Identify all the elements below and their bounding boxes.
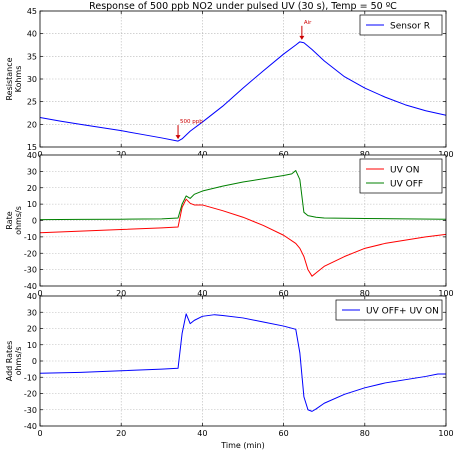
series-line-uv-off — [39, 170, 447, 221]
x-tick-label: 80 — [360, 429, 370, 438]
legend-box — [359, 14, 443, 36]
panel-2: 0 20 40 60 80 100 -40 -30 -20 -10 0 10 20 30 40 Rate ohm… — [5, 151, 454, 298]
y-tick-label: 30 — [27, 75, 37, 84]
x-axis-label: Time (min) — [220, 441, 264, 450]
legend-label: UV OFF — [390, 180, 423, 190]
legend-label: Sensor R — [390, 22, 430, 32]
panel-1: 0 20 40 60 80 100 15 20 25 30 35 40 45 Resistance Kohm… — [5, 1, 454, 159]
legend-label: UV ON — [390, 166, 419, 176]
chart-title: Response of 500 ppb NO2 under pulsed UV … — [89, 1, 397, 12]
y-tick-label: -20 — [24, 249, 37, 258]
y-axis-label: Rate — [5, 211, 14, 229]
legend-box — [359, 158, 443, 194]
y-axis-label: Add Rates — [5, 341, 14, 382]
x-tick-label: 100 — [438, 289, 453, 298]
x-tick-label: 40 — [197, 150, 207, 159]
y-tick-label: 0 — [32, 217, 37, 226]
x-tick-label: 60 — [279, 429, 289, 438]
y-tick-label: -40 — [24, 422, 37, 431]
y-tick-label: -20 — [24, 390, 37, 399]
y-tick-label: -10 — [24, 373, 37, 382]
y-tick-label: 40 — [27, 292, 37, 301]
x-tick-label: 60 — [279, 150, 289, 159]
series-line-uv-on — [39, 198, 447, 277]
x-tick-label: 20 — [116, 150, 126, 159]
legend-box — [335, 299, 443, 321]
x-tick-label: 80 — [360, 150, 370, 159]
x-tick-label: 20 — [116, 289, 126, 298]
y-tick-label: -30 — [24, 266, 37, 275]
panel-3: 0 20 40 60 80 100 -40 -30 -20 -10 0 10 20 30 40 Add Rat… — [5, 292, 454, 450]
y-tick-label: 20 — [27, 120, 37, 129]
series-line-sensor-r — [39, 41, 447, 142]
y-axis-label: ohms/s — [14, 206, 23, 235]
y-tick-label: 40 — [27, 151, 37, 160]
x-tick-label: 80 — [360, 289, 370, 298]
y-axis-label: Resistance — [5, 57, 14, 100]
y-tick-label: 15 — [27, 143, 37, 152]
x-tick-label: 0 — [37, 289, 42, 298]
y-tick-label: 30 — [27, 167, 37, 176]
y-tick-label: 10 — [27, 200, 37, 209]
y-tick-label: 40 — [27, 30, 37, 39]
series-line-uv-off-uv-on — [39, 313, 446, 412]
y-axis-label: ohms/s — [14, 347, 23, 376]
x-tick-label: 40 — [197, 289, 207, 298]
legend-label: UV OFF+ UV ON — [366, 307, 439, 317]
y-tick-label: -40 — [24, 282, 37, 291]
y-tick-label: 10 — [27, 341, 37, 350]
x-tick-label: 100 — [438, 429, 453, 438]
y-axis-label: Kohms — [14, 66, 23, 93]
x-tick-label: 0 — [37, 429, 42, 438]
x-tick-label: 20 — [116, 429, 126, 438]
x-tick-label: 100 — [438, 150, 453, 159]
y-tick-label: -10 — [24, 233, 37, 242]
y-tick-label: 0 — [32, 357, 37, 366]
annotation-label: Air — [304, 20, 312, 26]
x-tick-label: 40 — [197, 429, 207, 438]
y-tick-label: 45 — [27, 7, 37, 16]
x-tick-label: 0 — [37, 150, 42, 159]
annotation-arrowhead — [175, 135, 181, 140]
y-tick-label: 30 — [27, 308, 37, 317]
y-tick-label: 35 — [27, 52, 37, 61]
x-tick-label: 60 — [279, 289, 289, 298]
annotation-label: 500 ppb — [180, 119, 203, 125]
y-tick-label: 20 — [27, 325, 37, 334]
y-tick-label: 20 — [27, 184, 37, 193]
annotation-arrowhead — [299, 35, 305, 40]
y-tick-label: 25 — [27, 98, 37, 107]
y-tick-label: -30 — [24, 406, 37, 415]
